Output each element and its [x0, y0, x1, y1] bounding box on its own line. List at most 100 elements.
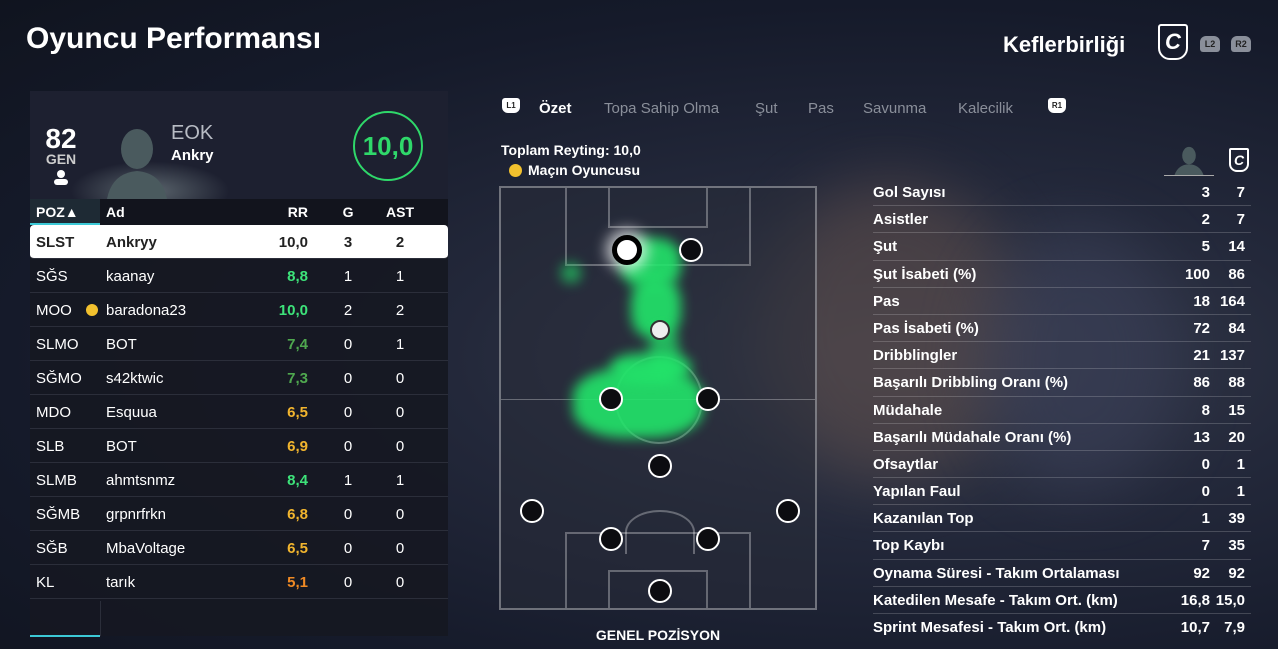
stat-team-value: 1	[1236, 455, 1245, 473]
tab-shooting[interactable]: Şut	[755, 100, 778, 117]
row-rating: 8,8	[287, 268, 308, 285]
stat-player-value: 3	[1201, 184, 1210, 201]
heat-zone	[611, 353, 691, 383]
table-row[interactable]: MDO Esquua 6,5 0 0	[30, 395, 448, 429]
row-name: tarık	[106, 574, 135, 591]
stat-team-value: 35	[1228, 537, 1245, 555]
stat-label: Pas	[873, 292, 900, 310]
row-rating: 6,5	[287, 404, 308, 421]
stat-label: Katedilen Mesafe - Takım Ort. (km)	[873, 591, 1118, 609]
tab-defending[interactable]: Savunma	[863, 100, 927, 117]
stat-player-value: 10,7	[1180, 619, 1210, 636]
stat-team-value: 15	[1228, 401, 1245, 419]
stat-team-value: 14	[1228, 238, 1245, 256]
table-row[interactable]: SLMO BOT 7,4 0 1	[30, 327, 448, 361]
row-name: MbaVoltage	[106, 540, 185, 557]
stat-row: Top Kaybı 7 35	[873, 532, 1251, 560]
row-position: SĞMB	[36, 506, 81, 523]
col-ast-label: AST	[386, 204, 414, 220]
stat-row: Şut İsabeti (%) 100 86	[873, 261, 1251, 288]
stat-row: Oynama Süresi - Takım Ortalaması 92 92	[873, 560, 1251, 587]
col-poz[interactable]: POZ▲	[36, 204, 79, 220]
stat-team-value: 7,9	[1224, 619, 1245, 636]
row-name-text: Ankryy	[106, 234, 157, 251]
r1-button-icon[interactable]: R1	[1048, 98, 1066, 113]
stat-label: Pas İsabeti (%)	[873, 319, 979, 337]
row-name-text: BOT	[106, 336, 137, 353]
stat-row: Başarılı Müdahale Oranı (%) 13 20	[873, 424, 1251, 451]
row-name: baradona23	[106, 302, 186, 319]
stat-team-value: 15,0	[1215, 591, 1245, 609]
col-rr[interactable]: RR	[287, 204, 308, 220]
col-name[interactable]: Ad	[106, 204, 125, 220]
player-list-panel: 82 GEN EOK Ankry 10,0 POZ▲ Ad RR G AST S…	[30, 91, 448, 637]
stat-label: Müdahale	[873, 401, 943, 419]
person-icon	[54, 170, 68, 185]
teammate-marker	[696, 387, 720, 411]
tab-goalkeeping[interactable]: Kalecilik	[958, 100, 1014, 117]
tab-possession[interactable]: Topa Sahip Olma	[604, 100, 720, 117]
l1-button-icon[interactable]: L1	[502, 98, 520, 113]
table-row[interactable]: SĞS kaanay 8,8 1 1	[30, 259, 448, 293]
motm-ball-icon	[509, 164, 522, 177]
table-row[interactable]: SLB BOT 6,9 0 0	[30, 429, 448, 463]
table-row[interactable]: KL tarık 5,1 0 0	[30, 565, 448, 599]
r2-button-icon[interactable]: R2	[1231, 36, 1251, 52]
stat-player-value: 18	[1193, 292, 1210, 310]
stat-row: Pas 18 164	[873, 288, 1251, 315]
player-position: EOK	[171, 122, 214, 144]
row-name: BOT	[106, 438, 137, 455]
scroll-indicator	[30, 635, 100, 637]
col-g-label: G	[342, 204, 354, 220]
player-rows: SLST Ankryy 10,0 3 2 SĞS kaanay 8,8 1 1 MO…	[30, 225, 448, 599]
row-name-text: baradona23	[106, 302, 187, 319]
row-rating: 5,1	[287, 574, 308, 591]
selected-player-marker	[612, 235, 642, 265]
player-column-icon	[1164, 146, 1214, 176]
l2-button-icon[interactable]: L2	[1200, 36, 1220, 52]
row-name-text: s42ktwic	[106, 370, 164, 387]
stat-player-value: 0	[1201, 455, 1210, 473]
row-name-text: tarık	[106, 574, 136, 591]
teammate-marker	[648, 454, 672, 478]
stat-label: Oynama Süresi - Takım Ortalaması	[873, 564, 1120, 582]
row-rating: 7,4	[287, 336, 308, 353]
stat-player-value: 8	[1201, 401, 1210, 419]
table-row[interactable]: MOO baradona23 10,0 2 2	[30, 293, 448, 327]
teammate-marker	[696, 527, 720, 551]
table-row[interactable]: SĞMO s42ktwic 7,3 0 0	[30, 361, 448, 395]
stat-team-value: 137	[1219, 347, 1245, 365]
stat-row: Dribblingler 21 137	[873, 342, 1251, 370]
teammate-marker	[599, 527, 623, 551]
stat-label: Şut	[873, 238, 898, 256]
stat-player-value: 7	[1201, 537, 1210, 555]
row-name: ahmtsnmz	[106, 472, 175, 489]
page-title: Oyuncu Performansı	[26, 22, 322, 55]
stat-row: Kazanılan Top 1 39	[873, 505, 1251, 533]
stat-player-value: 86	[1193, 374, 1210, 392]
row-rating: 10,0	[278, 302, 308, 319]
stat-row: Şut 5 14	[873, 233, 1251, 261]
table-row[interactable]: SĞB MbaVoltage 6,5 0 0	[30, 531, 448, 565]
stat-player-value: 92	[1193, 564, 1210, 582]
teammate-marker	[520, 499, 544, 523]
table-row[interactable]: SLST Ankryy 10,0 3 2	[30, 225, 448, 259]
stat-player-value: 0	[1201, 483, 1210, 501]
match-rating-badge: 10,0	[353, 111, 423, 181]
stat-team-value: 39	[1228, 510, 1245, 528]
tab-passing[interactable]: Pas	[808, 100, 834, 117]
tab-ozet[interactable]: Özet	[539, 100, 572, 117]
stat-player-value: 2	[1201, 211, 1210, 229]
stat-row: Katedilen Mesafe - Takım Ort. (km) 16,8 15…	[873, 587, 1251, 614]
sort-indicator	[30, 199, 100, 225]
row-rating: 6,9	[287, 438, 308, 455]
teammate-marker	[648, 579, 672, 603]
row-name: BOT	[106, 336, 137, 353]
table-row[interactable]: SĞMB grpnrfrkn 6,8 0 0	[30, 497, 448, 531]
table-row[interactable]: SLMB ahmtsnmz 8,4 1 1	[30, 463, 448, 497]
row-position: SLST	[36, 234, 75, 251]
row-name: kaanay	[106, 268, 154, 285]
stat-row: Başarılı Dribbling Oranı (%) 86 88	[873, 369, 1251, 397]
stat-team-value: 164	[1219, 292, 1245, 310]
stat-team-value: 7	[1236, 211, 1245, 229]
